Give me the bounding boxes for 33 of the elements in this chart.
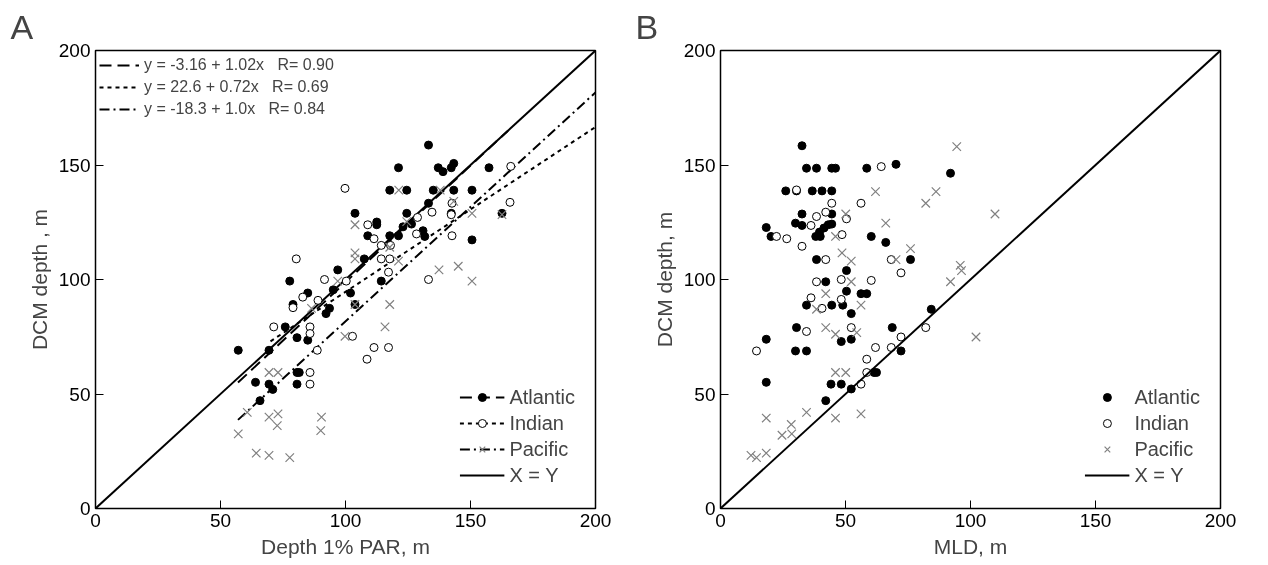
chart-title: A [10,7,34,46]
x-tick-label: 150 [454,509,487,531]
y-tick-label: 150 [683,154,716,176]
legend-label: Atlantic [509,384,575,410]
y-tick-label: 150 [58,154,91,176]
y-tick-label: 200 [683,40,716,61]
y-axis-title: DCM depth , m [27,208,51,351]
x-tick-label: 50 [834,509,857,531]
y-tick-label: 50 [69,383,91,405]
legend-label: Atlantic [1134,384,1200,410]
legend-label: X = Y [1134,462,1184,488]
x-axis-title: Depth 1% PAR, m [261,534,430,558]
x-tick-label: 150 [1079,509,1112,531]
x-tick-label: 50 [209,509,232,531]
y-tick-label: 100 [58,269,91,290]
y-tick-label: 50 [694,383,716,405]
legend-label: Indian [1134,410,1189,436]
y-tick-label: 200 [58,40,91,61]
legend-label: Pacific [1134,436,1194,462]
annotation: y = -3.16 + 1.02x R= 0.90 [144,55,334,75]
y-axis-title: DCM depth, m [652,211,676,348]
legend-label: X = Y [509,462,559,488]
annotation: y = 22.6 + 0.72x R= 0.69 [144,77,329,97]
y-tick-label: 100 [683,269,716,290]
x-tick-label: 200 [1204,509,1237,531]
x-tick-label: 100 [329,509,362,531]
x-axis-title: MLD, m [933,534,1008,558]
legend-label: Indian [509,410,564,436]
x-tick-label: 100 [954,509,987,531]
legend-label: Pacific [509,436,569,462]
x-tick-label: 200 [579,509,612,531]
chart-title: B [635,7,659,46]
annotation: y = -18.3 + 1.0x R= 0.84 [144,99,325,119]
